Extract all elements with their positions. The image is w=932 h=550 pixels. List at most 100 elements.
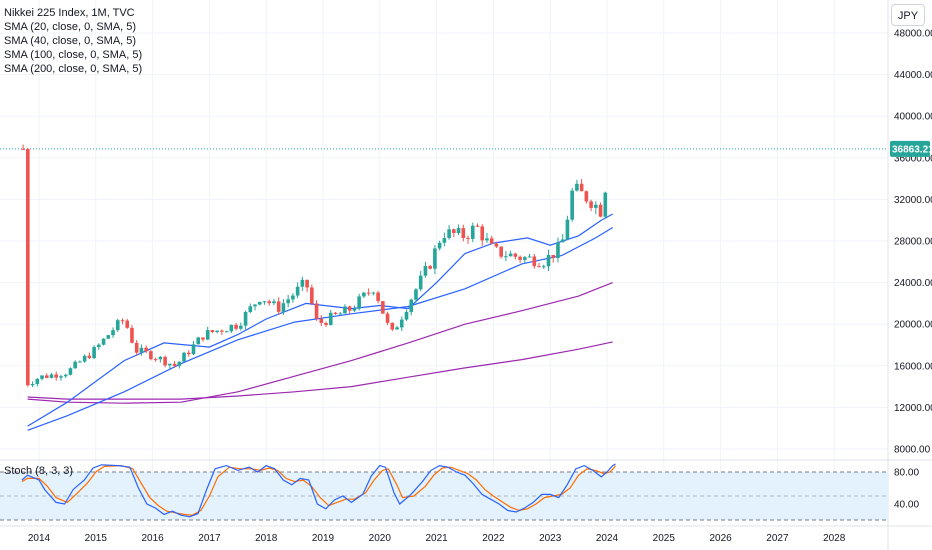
time-tick-label: 2015 <box>85 533 108 544</box>
candle-body <box>560 239 565 243</box>
legend-sma20[interactable]: SMA (20, close, 0, SMA, 5) <box>4 21 137 33</box>
candle-body <box>35 378 40 384</box>
candle-body <box>565 219 570 240</box>
candle-body <box>546 255 551 267</box>
stoch-tick-label: 40.00 <box>894 500 919 511</box>
sma40-line <box>27 226 614 431</box>
candle-body <box>551 255 556 258</box>
candle-body <box>518 256 522 260</box>
candle-body <box>466 238 470 240</box>
candle-body <box>541 266 546 268</box>
candle-body <box>286 299 290 304</box>
candle-body <box>177 361 182 366</box>
candle-body <box>257 301 262 305</box>
legend-sma100[interactable]: SMA (100, close, 0, SMA, 5) <box>4 49 143 61</box>
currency-button[interactable]: JPY <box>891 4 925 26</box>
candle-body <box>489 238 494 244</box>
price-tick-label: 28000.00 <box>894 237 932 248</box>
candle-body <box>158 356 163 360</box>
candle-body <box>504 256 508 258</box>
candle-body <box>376 292 380 302</box>
candle-body <box>390 322 395 330</box>
candle-body <box>556 242 560 258</box>
price-tick-label: 24000.00 <box>894 278 932 289</box>
price-tick-label: 20000.00 <box>894 320 932 331</box>
candle-body <box>409 299 414 312</box>
candle-body <box>26 149 30 386</box>
candle-body <box>21 148 25 150</box>
last-price-tag: 36863.21 <box>890 140 932 157</box>
time-tick-label: 2020 <box>369 533 392 544</box>
candle-body <box>594 204 598 208</box>
candle-body <box>295 286 300 296</box>
candle-body <box>494 243 499 247</box>
candle-body <box>584 191 589 202</box>
candle-body <box>523 257 527 260</box>
candle-body <box>78 361 82 363</box>
candle-body <box>82 355 87 362</box>
price-tick-label: 36000.00 <box>894 153 932 164</box>
candle-body <box>139 347 144 353</box>
candle-body <box>371 292 376 294</box>
candle-body <box>196 337 201 345</box>
candle-body <box>44 375 49 378</box>
candle-body <box>324 322 328 325</box>
price-tick-label: 32000.00 <box>894 195 932 206</box>
chart-legend[interactable]: Nikkei 225 Index, 1M, TVC SMA (20, close… <box>4 6 142 76</box>
time-tick-label: 2022 <box>482 533 505 544</box>
candle-body <box>598 204 603 217</box>
candle-body <box>447 229 451 239</box>
candle-body <box>30 383 35 386</box>
candle-body <box>63 374 68 377</box>
candle-body <box>168 363 172 366</box>
candle-body <box>276 301 281 312</box>
candle-body <box>130 327 134 343</box>
candle-body <box>338 313 343 315</box>
last-price-text: 36863.21 <box>892 144 932 155</box>
sma100-line <box>27 282 613 404</box>
time-tick-label: 2027 <box>766 533 789 544</box>
time-tick-label: 2028 <box>823 533 846 544</box>
price-tick-label: 48000.00 <box>894 29 932 40</box>
sma20-line <box>27 213 613 427</box>
candle-body <box>191 344 196 355</box>
candle-body <box>205 330 210 340</box>
candle-body <box>357 296 361 309</box>
candle-body <box>414 289 418 300</box>
candle-body <box>201 337 205 340</box>
candle-body <box>428 266 432 269</box>
candle-body <box>248 306 253 313</box>
stoch-k-line <box>21 463 616 518</box>
candle-body <box>220 330 224 332</box>
candle-body <box>281 303 286 312</box>
candle-body <box>215 330 219 333</box>
candle-body <box>395 327 399 330</box>
candle-body <box>485 238 489 241</box>
legend-sma200[interactable]: SMA (200, close, 0, SMA, 5) <box>4 63 143 75</box>
candle-body <box>54 374 59 378</box>
candle-body <box>182 352 186 362</box>
candle-body <box>347 306 352 311</box>
price-axis[interactable]: 48000.00 44000.00 40000.00 36000.00 32000.00… <box>894 29 932 511</box>
stoch-legend[interactable]: Stoch (8, 3, 3) <box>4 465 74 477</box>
candle-body <box>272 301 276 304</box>
candle-body <box>125 320 130 328</box>
time-tick-label: 2017 <box>198 533 221 544</box>
candle-body <box>589 201 593 208</box>
price-tick-label: 44000.00 <box>894 70 932 81</box>
legend-title[interactable]: Nikkei 225 Index, 1M, TVC <box>4 7 135 19</box>
candle-body <box>101 338 106 345</box>
candle-body <box>186 352 191 355</box>
candle-body <box>92 347 96 359</box>
candle-body <box>461 228 466 239</box>
legend-sma40[interactable]: SMA (40, close, 0, SMA, 5) <box>4 35 137 47</box>
candle-body <box>475 225 480 227</box>
candle-body <box>579 183 584 192</box>
time-axis[interactable]: 2014 2015 2016 2017 2018 2019 2020 2021 2022 2023… <box>0 525 932 544</box>
candle-body <box>603 192 608 217</box>
candle-body <box>144 347 148 352</box>
price-tick-label: 16000.00 <box>894 361 932 372</box>
candle-body <box>362 292 366 297</box>
candle-body <box>267 301 272 304</box>
